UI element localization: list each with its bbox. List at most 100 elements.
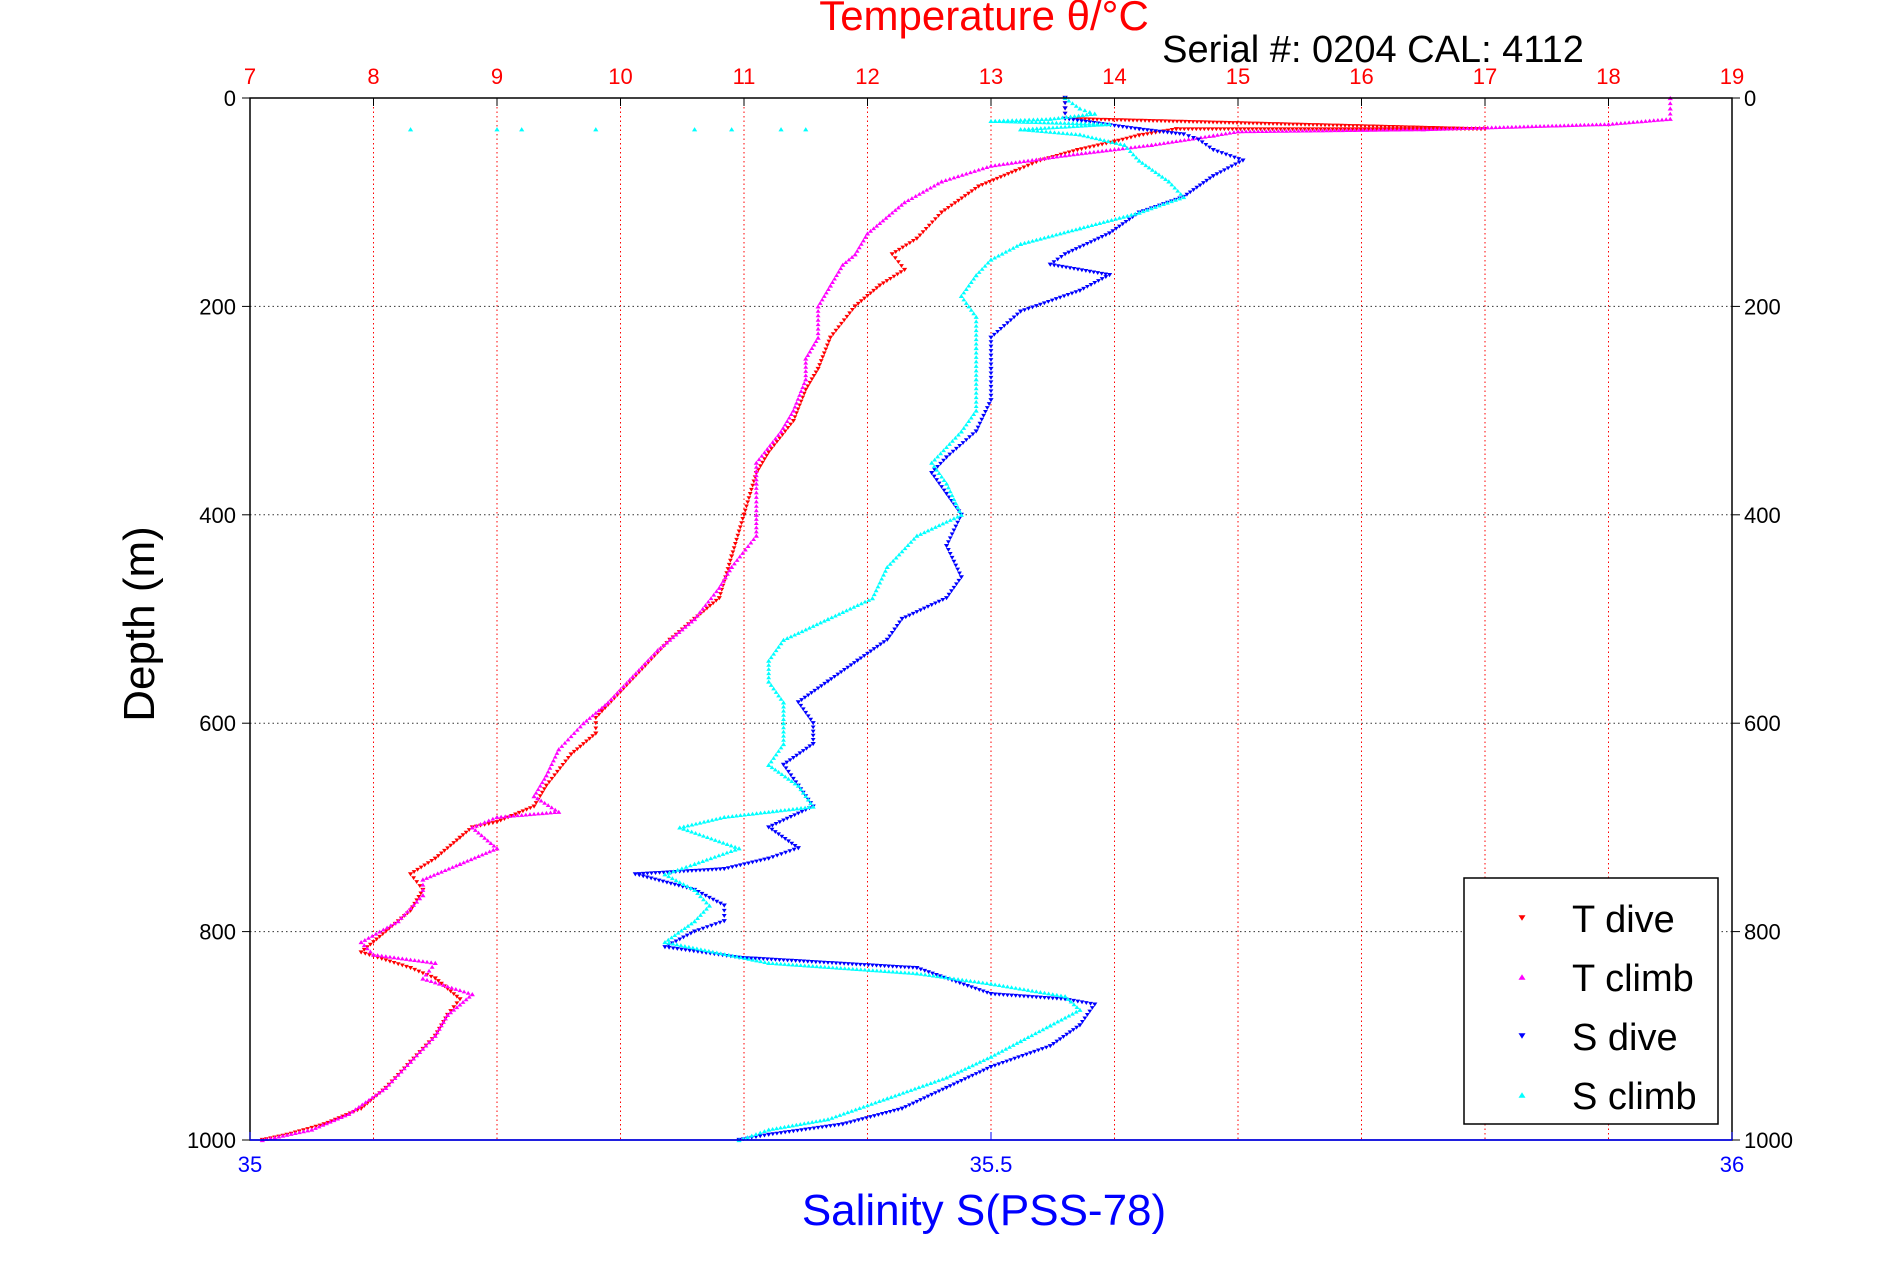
data-point [1266,127,1271,132]
data-point [704,925,710,930]
tick-label-temperature: 14 [1102,64,1126,89]
data-point [845,665,851,670]
data-point [1074,148,1081,153]
data-point [1489,125,1495,130]
data-point [1070,118,1076,122]
data-point [1380,127,1386,132]
data-point [320,1122,326,1127]
data-point [776,832,781,837]
data-point [840,610,846,614]
data-point [1073,290,1079,295]
data-point [1013,119,1018,124]
data-point [1162,119,1168,124]
data-point [838,670,844,675]
data-point [781,737,786,742]
data-point [762,1133,767,1138]
data-point [602,706,608,711]
data-point [1076,113,1081,118]
data-point [892,256,898,261]
data-point [1097,137,1103,142]
data-point [640,874,646,879]
data-point [519,127,525,132]
data-point [1232,155,1237,160]
data-point [772,830,778,834]
data-point [1070,152,1076,157]
data-point [1334,123,1340,128]
data-point [416,969,422,974]
data-point [1103,122,1108,127]
data-point [958,293,964,299]
data-point [568,734,574,739]
data-point [988,1054,994,1059]
data-point [1394,127,1400,132]
data-point [766,1127,772,1132]
data-point [560,762,566,767]
data-point [1246,121,1252,126]
data-point [710,601,716,606]
data-point [818,964,824,969]
data-point [798,703,804,708]
data-point [914,236,920,241]
data-point [1283,128,1289,133]
data-point [1058,997,1064,1001]
data-point [803,627,809,632]
data-point [1152,129,1158,134]
data-point [906,970,912,975]
data-point [284,1132,290,1137]
data-point [1088,282,1094,287]
data-point [1294,127,1299,132]
data-point [988,384,994,389]
data-point [951,528,957,533]
data-point [1009,170,1015,175]
data-point [832,1123,837,1128]
data-point [1092,238,1098,243]
data-point [752,956,758,961]
data-point [959,172,965,177]
data-point [898,970,904,975]
data-point [900,1090,906,1095]
data-point [792,844,798,848]
data-point [988,389,994,394]
data-point [718,901,723,906]
data-point [764,957,770,962]
data-point [1026,239,1031,244]
data-point [420,976,426,981]
data-point [958,429,964,434]
data-point [836,1123,842,1127]
tick-label-temperature: 16 [1349,64,1373,89]
data-point [928,185,933,190]
data-point [1247,129,1253,134]
data-point [662,939,668,945]
data-point [785,958,790,963]
data-point [1088,1001,1093,1006]
data-point [1306,127,1311,132]
data-point [1077,106,1083,111]
data-point [392,921,397,926]
data-point [379,953,385,958]
data-point [697,820,703,825]
data-point [383,1085,389,1090]
data-point [1537,124,1543,128]
data-point [543,783,549,788]
data-point [780,762,787,767]
data-point [753,490,759,495]
data-point [868,1115,873,1119]
data-point [349,1109,355,1114]
data-point [832,674,837,679]
data-point [415,867,421,872]
data-point [424,977,430,982]
data-point [1066,250,1072,255]
data-point [469,825,475,830]
data-point [593,127,599,132]
data-point [771,686,777,691]
data-point [1181,132,1187,137]
data-point [700,859,706,863]
data-point [988,380,994,385]
data-point [383,954,389,959]
data-point [1021,987,1027,992]
data-point [677,880,683,885]
data-point [936,213,941,218]
data-point [1246,127,1251,132]
data-point [723,575,728,580]
data-point [934,467,940,472]
